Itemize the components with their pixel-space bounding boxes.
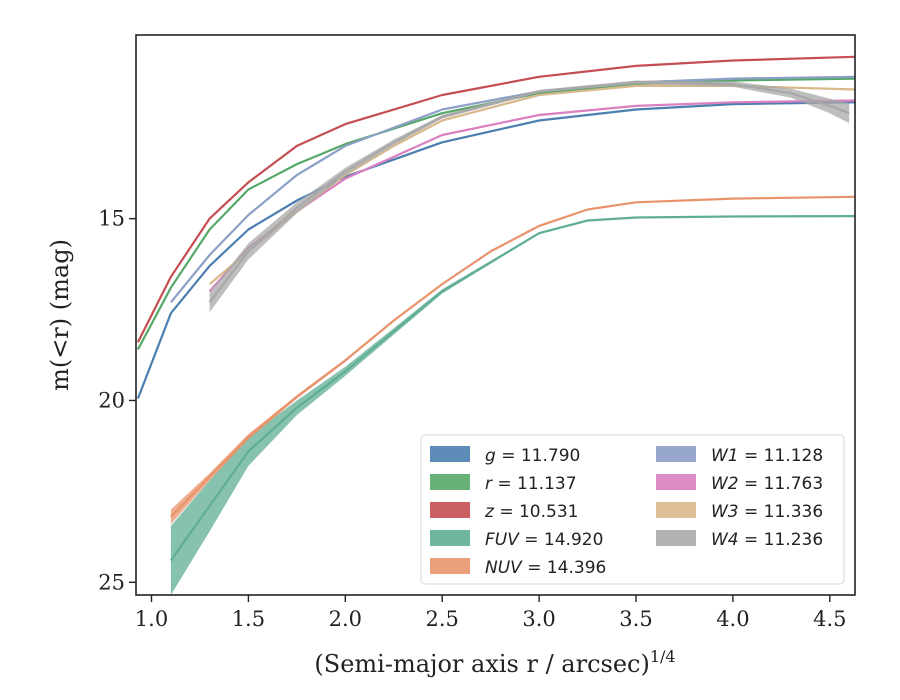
- x-axis: 1.0 1.5 2.0 2.5 3.0 3.5 4.0 4.5: [135, 595, 847, 631]
- line-z: [136, 55, 855, 343]
- legend-item-W4: W4 = 11.236: [656, 530, 823, 550]
- legend: g = 11.790 r = 11.137 z = 10.531 FUV = 14.9…: [420, 434, 845, 585]
- legend-label: NUV = 14.396: [485, 558, 606, 578]
- plot-frame: [135, 34, 856, 596]
- legend-item-W3: W3 = 11.336: [656, 502, 823, 522]
- legend-label: W3 = 11.336: [711, 502, 823, 522]
- line-W4: [208, 81, 850, 303]
- line-FUV: [170, 215, 855, 562]
- legend-label: W1 = 11.128: [711, 446, 823, 466]
- line-g: [136, 101, 855, 399]
- legend-item-NUV: NUV = 14.396: [430, 558, 606, 578]
- series-W1: [170, 75, 855, 303]
- legend-item-z: z = 10.531: [430, 502, 578, 522]
- y-tick-label: 15: [98, 207, 125, 231]
- x-tick-label: 2.0: [329, 607, 362, 631]
- legend-swatch: [656, 530, 696, 546]
- series-FUV: [170, 215, 855, 595]
- band-W4: [209, 80, 850, 313]
- x-tick-label: 1.0: [135, 607, 168, 631]
- x-tick-label: 3.5: [619, 607, 652, 631]
- y-tick-label: 25: [98, 570, 125, 594]
- x-tick-label: 2.5: [426, 607, 459, 631]
- x-tick-label: 3.0: [522, 607, 555, 631]
- legend-label: FUV = 14.920: [485, 530, 603, 550]
- series-r: [136, 77, 855, 351]
- legend-swatch: [656, 474, 696, 490]
- legend-swatch: [656, 446, 696, 462]
- legend-item-W1: W1 = 11.128: [656, 446, 823, 466]
- legend-label: g = 11.790: [485, 446, 580, 466]
- x-axis-label-sup: 1/4: [650, 647, 676, 666]
- y-axis-title: m(<r) (mag): [46, 239, 74, 391]
- series-g: [136, 101, 855, 399]
- legend-swatch: [430, 558, 470, 574]
- legend-item-g: g = 11.790: [430, 446, 580, 466]
- series-z: [136, 55, 855, 343]
- legend-swatch: [430, 502, 470, 518]
- x-tick-label: 1.5: [232, 607, 265, 631]
- line-W1: [170, 75, 855, 303]
- line-NUV: [170, 195, 855, 518]
- legend-swatch: [430, 474, 470, 490]
- x-tick-label: 4.0: [716, 607, 749, 631]
- legend-item-r: r = 11.137: [430, 474, 577, 494]
- band-FUV: [170, 216, 855, 595]
- x-axis-label: (Semi-major axis r / arcsec): [314, 650, 649, 678]
- x-tick-label: 4.5: [813, 607, 846, 631]
- legend-label: r = 11.137: [485, 474, 577, 494]
- legend-label: z = 10.531: [484, 502, 578, 522]
- legend-swatch: [430, 530, 470, 546]
- series-layer: [136, 55, 855, 595]
- legend-swatch: [430, 446, 470, 462]
- series-W4: [208, 80, 850, 313]
- legend-label: W2 = 11.763: [711, 474, 823, 494]
- y-axis: 15 20 25: [98, 207, 136, 594]
- legend-box: [420, 434, 845, 585]
- line-r: [136, 77, 855, 351]
- series-NUV: [170, 195, 855, 525]
- legend-label: W4 = 11.236: [711, 530, 823, 550]
- legend-item-W2: W2 = 11.763: [656, 474, 823, 494]
- x-axis-title: (Semi-major axis r / arcsec)1/4: [314, 647, 675, 678]
- y-tick-label: 20: [98, 388, 125, 412]
- legend-item-FUV: FUV = 14.920: [430, 530, 603, 550]
- legend-swatch: [656, 502, 696, 518]
